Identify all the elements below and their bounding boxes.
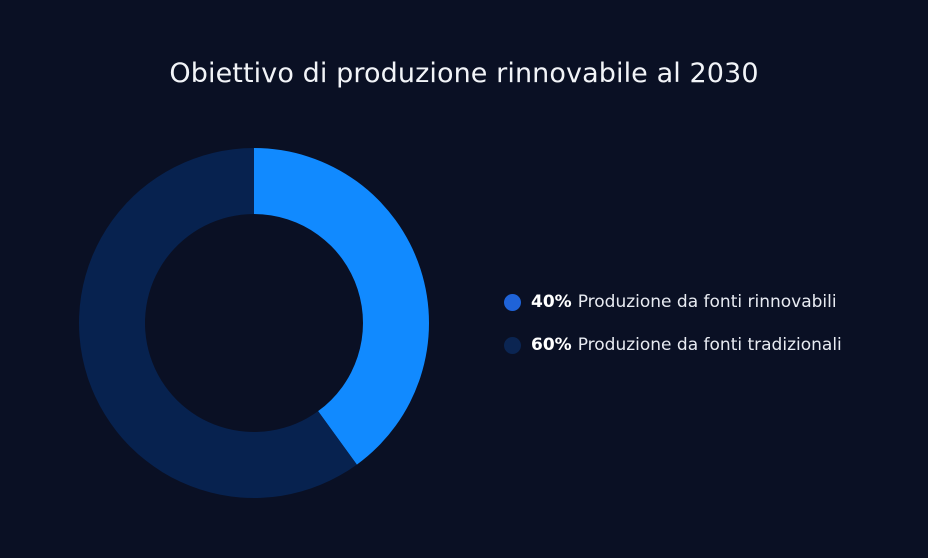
donut-slice-traditional bbox=[79, 148, 357, 499]
legend-label-traditional: Produzione da fonti tradizionali bbox=[577, 335, 842, 355]
legend-item-renewable: 40% Produzione da fonti rinnovabili bbox=[504, 288, 842, 316]
legend-swatch-traditional bbox=[504, 336, 521, 354]
legend-item-traditional: 60% Produzione da fonti tradizionali bbox=[504, 331, 842, 359]
donut-slice-renewable bbox=[254, 148, 430, 465]
legend-swatch-renewable bbox=[504, 293, 521, 311]
legend-value-renewable: 40% bbox=[531, 292, 572, 312]
chart-title: Obiettivo di produzione rinnovabile al 2… bbox=[169, 58, 759, 89]
legend: 40% Produzione da fonti rinnovabili 60% … bbox=[504, 288, 842, 374]
legend-label-renewable: Produzione da fonti rinnovabili bbox=[577, 292, 837, 312]
legend-value-traditional: 60% bbox=[531, 335, 572, 355]
